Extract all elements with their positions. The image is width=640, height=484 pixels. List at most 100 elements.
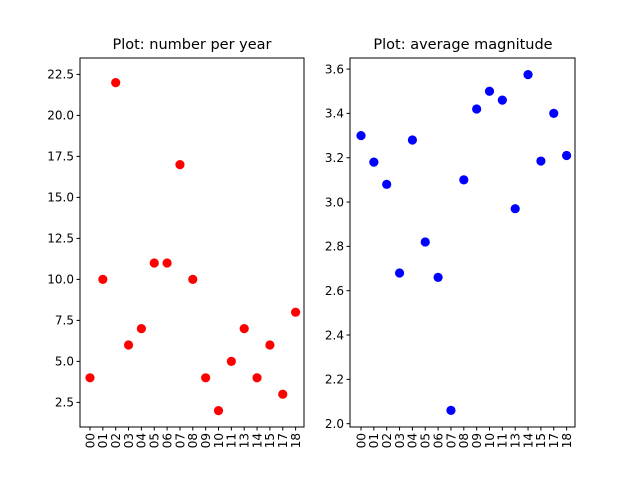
y-tick-label: 3.6 <box>325 62 344 76</box>
x-tick-label: 09 <box>470 433 484 448</box>
y-axis: 2.5 5.0 7.5 10.0 12.5 15.0 17.5 20.0 22.5 <box>47 68 80 410</box>
x-tick-label: 03 <box>122 433 136 448</box>
data-point <box>369 157 379 167</box>
subplot-title: Plot: number per year <box>112 37 271 53</box>
data-point <box>123 340 134 350</box>
subplot-title: Plot: average magnitude <box>373 37 552 53</box>
data-point <box>407 135 417 145</box>
y-tick-label: 15.0 <box>47 191 74 205</box>
y-tick-label: 2.0 <box>325 417 344 431</box>
x-tick-label: 01 <box>96 433 110 448</box>
x-tick-label: 10 <box>212 433 226 448</box>
y-tick-label: 22.5 <box>47 68 74 82</box>
x-tick-label: 02 <box>109 433 123 448</box>
data-point <box>549 108 559 119</box>
y-tick-label: 2.6 <box>325 284 344 298</box>
x-tick-label: 04 <box>406 433 420 448</box>
x-tick-label: 10 <box>483 433 497 448</box>
x-tick-label: 00 <box>354 433 368 448</box>
y-tick-label: 2.5 <box>55 396 74 410</box>
data-point <box>562 150 572 161</box>
y-tick-label: 12.5 <box>47 232 74 246</box>
x-tick-label: 01 <box>367 433 381 448</box>
x-tick-label: 18 <box>289 433 303 448</box>
data-point <box>382 179 392 189</box>
y-tick-label: 20.0 <box>47 109 74 123</box>
y-tick-label: 17.5 <box>47 150 74 164</box>
data-point <box>162 258 172 268</box>
x-tick-label: 05 <box>419 433 433 448</box>
x-tick-label: 14 <box>521 433 535 448</box>
x-tick-label: 03 <box>393 433 407 448</box>
data-point <box>239 324 249 334</box>
x-tick-label: 00 <box>83 433 97 448</box>
x-tick-label: 11 <box>496 433 510 448</box>
data-point <box>175 160 185 170</box>
x-tick-label: 07 <box>173 433 187 448</box>
data-point <box>201 373 211 383</box>
x-tick-label: 09 <box>199 433 213 448</box>
plot-area-frame <box>349 57 576 428</box>
y-tick-label: 3.4 <box>325 107 344 121</box>
x-tick-label: 14 <box>250 433 264 448</box>
data-point <box>265 340 275 350</box>
x-tick-label: 18 <box>560 433 574 448</box>
x-tick-label: 07 <box>444 433 458 448</box>
y-tick-label: 7.5 <box>55 314 74 328</box>
y-axis: 2.0 2.2 2.4 2.6 2.8 3.0 3.2 3.4 3.6 <box>325 62 350 431</box>
data-point <box>252 373 262 383</box>
data-point <box>510 204 520 214</box>
data-point <box>111 78 121 88</box>
y-tick-label: 3.2 <box>325 151 344 165</box>
y-tick-label: 2.2 <box>325 373 344 387</box>
data-points <box>356 70 572 415</box>
data-point <box>536 156 546 166</box>
y-tick-label: 2.8 <box>325 240 344 254</box>
subplot-average-magnitude: Plot: average magnitude 2.0 2.2 2.4 2.6 2.8 3… <box>325 37 576 448</box>
data-point <box>98 274 108 284</box>
data-point <box>446 405 456 415</box>
data-point <box>356 130 366 141</box>
y-tick-label: 3.0 <box>325 195 344 209</box>
y-tick-label: 2.4 <box>325 328 344 342</box>
x-tick-label: 17 <box>276 433 290 448</box>
data-point <box>472 104 482 114</box>
x-tick-label: 02 <box>380 433 394 448</box>
y-tick-label: 10.0 <box>47 273 74 287</box>
x-tick-label: 15 <box>534 433 548 448</box>
data-point <box>213 406 224 416</box>
data-point <box>291 307 301 317</box>
x-tick-label: 06 <box>431 433 445 448</box>
data-point <box>188 274 198 284</box>
x-tick-label: 08 <box>186 433 200 448</box>
data-point <box>433 272 443 283</box>
x-tick-label: 13 <box>509 433 523 448</box>
subplot-number-per-year: Plot: number per year 2.5 5.0 7.5 10.0 12.5 1… <box>47 37 305 448</box>
x-tick-label: 08 <box>457 433 471 448</box>
x-tick-label: 05 <box>148 433 162 448</box>
data-point <box>420 237 430 247</box>
data-point <box>497 95 507 105</box>
data-point <box>394 268 405 278</box>
data-point <box>484 86 495 96</box>
data-point <box>149 258 159 268</box>
y-tick-label: 5.0 <box>55 355 74 369</box>
plot-area-frame <box>79 57 305 428</box>
data-point <box>523 70 533 80</box>
data-point <box>459 175 469 185</box>
x-tick-label: 13 <box>238 433 252 448</box>
x-tick-label: 15 <box>263 433 277 448</box>
x-tick-label: 04 <box>135 433 149 448</box>
data-points <box>85 78 301 416</box>
data-point <box>226 356 236 366</box>
data-point <box>85 373 95 383</box>
x-tick-label: 11 <box>225 433 239 448</box>
data-point <box>136 324 146 334</box>
data-point <box>278 389 288 399</box>
x-tick-label: 06 <box>160 433 174 448</box>
x-tick-label: 17 <box>547 433 561 448</box>
